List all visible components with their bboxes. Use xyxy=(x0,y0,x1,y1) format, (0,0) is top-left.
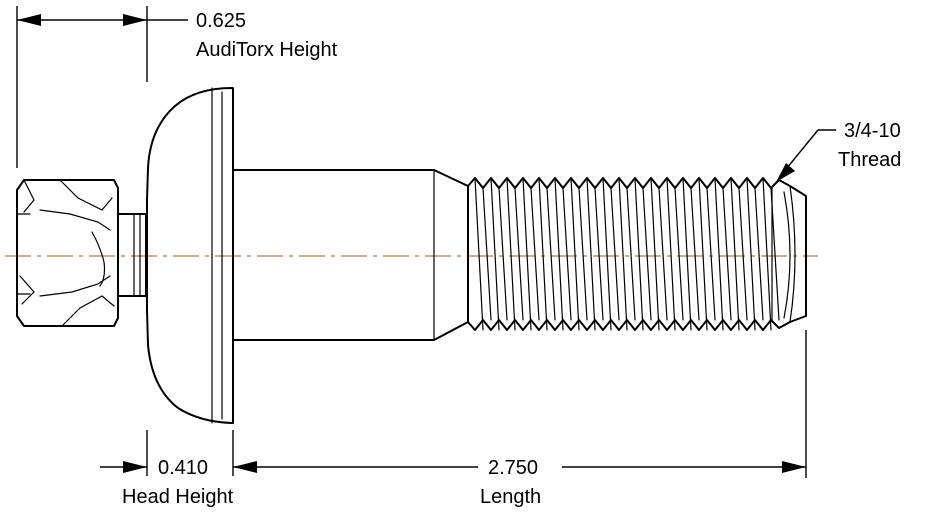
head-height-value: 0.410 xyxy=(158,457,208,479)
callout-thread: 3/4-10 Thread xyxy=(776,120,901,182)
length-value: 2.750 xyxy=(488,457,538,479)
dimension-head-height: 0.410 Head Height xyxy=(100,430,257,508)
threaded-section xyxy=(467,177,807,331)
auditorx-height-value: 0.625 xyxy=(196,10,246,32)
length-label: Length xyxy=(480,486,541,508)
thread-value: 3/4-10 xyxy=(844,120,901,142)
thread-label: Thread xyxy=(838,149,901,171)
auditorx-drive xyxy=(16,179,147,327)
button-head xyxy=(146,87,234,424)
auditorx-height-label: AudiTorx Height xyxy=(196,39,338,61)
head-height-label: Head Height xyxy=(122,486,234,508)
shank xyxy=(232,169,469,341)
dimension-auditorx-height: 0.625 AudiTorx Height xyxy=(16,6,338,168)
dimension-length: 2.750 Length xyxy=(233,330,807,508)
